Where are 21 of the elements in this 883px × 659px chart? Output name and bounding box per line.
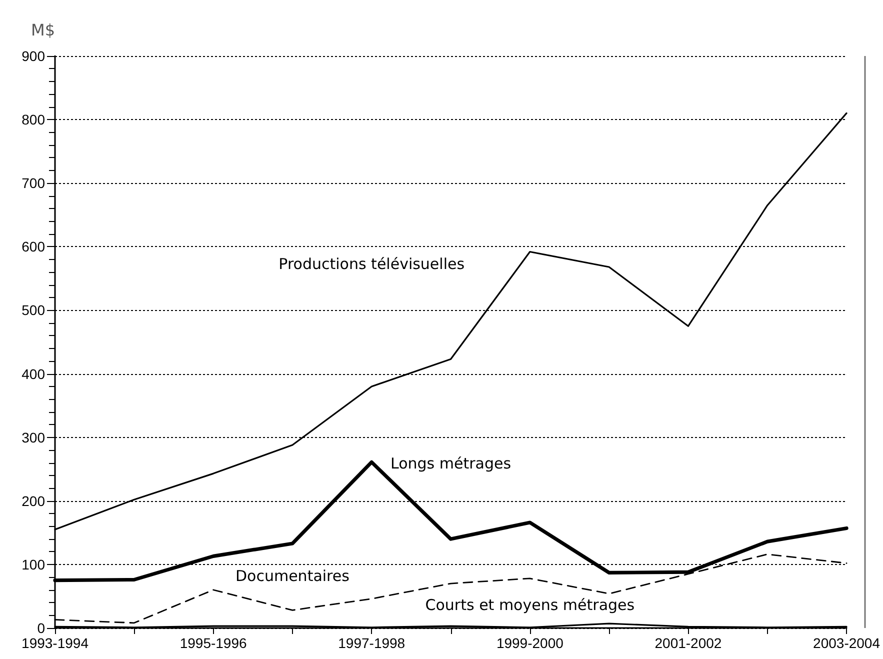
series-label: Documentaires: [235, 566, 350, 585]
x-tick-label: 1995-1996: [180, 635, 247, 651]
y-tick-label: 800: [22, 112, 46, 128]
x-tick-label: 1999-2000: [496, 635, 564, 651]
series-label: Longs métrages: [390, 454, 512, 472]
x-tick-label: 2001-2002: [654, 635, 722, 651]
y-tick-label: 700: [22, 175, 46, 192]
y-tick-label: 600: [22, 238, 46, 255]
y-tick-label: 200: [22, 492, 46, 509]
y-tick-label: 900: [22, 48, 46, 64]
y-tick-label: 400: [22, 366, 46, 382]
x-tick-label: 2003-2004: [813, 635, 880, 651]
x-tick-label: 1997-1998: [338, 635, 406, 651]
y-tick-label: 500: [22, 302, 46, 318]
text: Productions télévisuelles: [278, 254, 465, 273]
y-tick-label: 300: [22, 429, 46, 446]
y-tick-label: 0: [37, 620, 46, 636]
x-tick-label: 1993-1994: [22, 635, 89, 651]
y-axis-title: M$: [31, 20, 55, 40]
series-label: Courts et moyens métrages: [425, 596, 635, 614]
y-tick-label: 100: [22, 556, 46, 572]
